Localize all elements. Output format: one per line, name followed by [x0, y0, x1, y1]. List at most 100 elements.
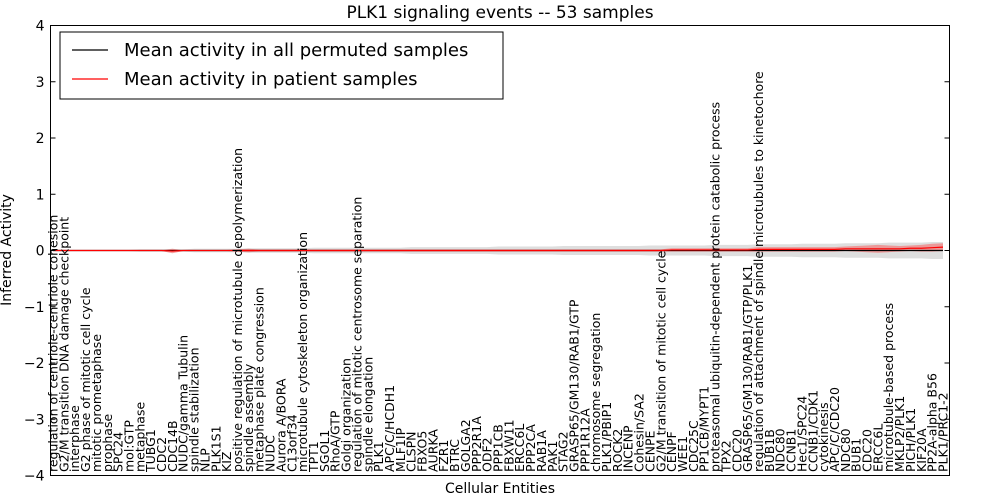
x-category-label: microtubule-based process	[881, 303, 896, 472]
x-category-label: mol:GTP	[121, 420, 136, 472]
x-category-label: spindle assembly	[241, 363, 256, 472]
x-category-label: PPP1R12A	[577, 408, 592, 472]
patient-series-line	[53, 246, 944, 252]
y-tick-label: 4	[36, 19, 45, 35]
y-tick-label: −4	[24, 469, 45, 485]
x-category-label: GRASP65/GM130/RAB1/GTP	[566, 299, 581, 472]
y-tick-label: −1	[24, 300, 45, 316]
y-axis-title: Inferred Activity	[0, 194, 15, 306]
x-category-label: metaphase plate congression	[252, 287, 267, 472]
x-category-label: PP1CB/MYPT1	[697, 386, 712, 472]
x-category-label: BUB1	[849, 438, 864, 472]
legend-permuted-label: Mean activity in all permuted samples	[124, 40, 468, 61]
x-category-label: ERCC6L	[512, 424, 527, 472]
x-category-label: ODF2	[480, 437, 495, 472]
x-axis-category-labels: regulation of centriole-centriole cohesi…	[46, 71, 951, 473]
x-category-label: TPX2	[718, 440, 733, 473]
x-category-label: PAK1	[545, 441, 560, 472]
y-tick-label: 0	[36, 244, 45, 260]
y-tick-label: −3	[24, 412, 45, 428]
x-category-label: PP2A-alpha B56	[925, 373, 940, 472]
legend: Mean activity in all permuted samples Me…	[59, 31, 504, 100]
x-category-label: AURKA	[425, 429, 440, 472]
x-category-label: FBXO5	[415, 431, 430, 472]
x-category-label: positive regulation of microtubule depol…	[230, 148, 245, 472]
x-category-label: ERCC6L	[870, 424, 885, 472]
x-category-label: NUDC/gamma Tubulin	[176, 335, 191, 472]
x-category-label: CDC2	[154, 437, 169, 472]
x-category-label: FBXW11	[501, 419, 516, 472]
x-category-label: NDC80	[773, 428, 788, 472]
x-category-label: Golgi organization	[339, 358, 354, 472]
x-category-label: BUB1B	[762, 429, 777, 472]
y-tick-label: −2	[24, 356, 45, 372]
x-category-label: PLK1S1	[208, 425, 223, 472]
x-category-label: MLF1IP	[393, 427, 408, 472]
plot-area	[53, 242, 944, 259]
x-category-label: PLK1/PRC1-2	[936, 392, 951, 472]
x-category-label: cytokinesis	[816, 402, 831, 472]
x-category-label: SPC24	[111, 432, 126, 472]
y-tick-label: 2	[36, 131, 45, 147]
x-category-label: MKLP2/PLK1	[892, 396, 907, 472]
x-category-label: GRASP65/GM130/RAB1/GTP/PLK1	[740, 265, 755, 472]
x-category-label: NDC80	[838, 428, 853, 472]
x-category-label: spindle stabilization	[187, 347, 202, 472]
x-category-label: metaphase	[132, 402, 147, 472]
x-category-label: PICH/PLK1	[903, 408, 918, 472]
x-category-label: STAG2	[556, 431, 571, 472]
x-category-label: PLK1/PBIP1	[599, 402, 614, 472]
x-category-label: chromosome segregation	[588, 313, 603, 472]
chart-title: PLK1 signaling events -- 53 samples	[346, 3, 653, 23]
x-category-label: SGOL1	[317, 430, 332, 472]
x-category-label: TUBG1	[143, 429, 158, 473]
x-category-label: PPP2R1A	[469, 416, 484, 472]
x-category-label: CCNB1/CDK1	[805, 390, 820, 472]
x-category-label: NLP	[197, 448, 212, 472]
x-category-label: Aurora A/BORA	[273, 378, 288, 472]
x-category-label: WEE1	[675, 436, 690, 472]
x-category-label: C13orf34	[284, 414, 299, 472]
x-category-label: PPP1CB	[491, 424, 506, 472]
y-tick-label: 1	[36, 187, 45, 203]
x-category-label: FZR1	[436, 440, 451, 472]
plot-frame	[50, 25, 950, 476]
x-category-label: G2/M transition DNA damage checkpoint	[56, 217, 71, 472]
x-category-label: regulation of attachment of spindle micr…	[751, 71, 766, 472]
x-category-label: regulation of mitotic centrosome separat…	[349, 197, 364, 472]
legend-box	[59, 31, 504, 100]
x-category-label: RhoA/GTP	[328, 410, 343, 472]
x-category-label: CDC14B	[165, 420, 180, 472]
x-category-label: CLSPN	[404, 431, 419, 472]
x-category-label: ROCK2	[610, 429, 625, 472]
x-category-label: CENPE	[642, 430, 657, 472]
x-category-label: KIF20A	[914, 428, 929, 472]
x-category-label: APC/C/CDC20	[827, 387, 842, 472]
x-category-label: KIZ	[219, 452, 234, 472]
x-category-label: GOLGA2	[458, 419, 473, 472]
x-axis-title: Cellular Entities	[445, 481, 555, 497]
x-category-label: PPP2CA	[523, 424, 538, 472]
x-category-label: PLK1	[371, 441, 386, 472]
x-category-label: CDC20	[860, 429, 875, 472]
x-category-label: Cohesin/SA2	[632, 393, 647, 472]
x-category-label: APC/C/HCDH1	[382, 385, 397, 472]
x-category-label: G2 phase of mitotic cell cycle	[78, 287, 93, 472]
x-category-label: regulation of centriole-centriole cohesi…	[46, 215, 61, 472]
y-tick-label: 3	[36, 75, 45, 91]
x-category-label: G2/M transition of mitotic cell cycle	[653, 250, 668, 472]
x-category-label: microtubule cytoskeleton organization	[295, 232, 310, 472]
x-category-label: NUDC	[263, 435, 278, 472]
x-category-label: proteasomal ubiquitin-dependent protein …	[708, 102, 723, 472]
x-category-label: BTRC	[447, 439, 462, 472]
y-axis: −4 −3 −2 −1 0 1 2 3 4	[24, 19, 950, 485]
x-category-label: Hec1/SPC24	[794, 396, 809, 472]
x-category-label: prophase	[100, 414, 115, 472]
x-category-label: spindle elongation	[360, 357, 375, 472]
x-category-label: CDC20	[729, 429, 744, 472]
x-category-label: INCENP	[621, 425, 636, 472]
x-category-label: RAB1A	[534, 430, 549, 472]
x-category-label: interphase	[67, 405, 82, 472]
x-category-label: mitotic prometaphase	[89, 334, 104, 472]
